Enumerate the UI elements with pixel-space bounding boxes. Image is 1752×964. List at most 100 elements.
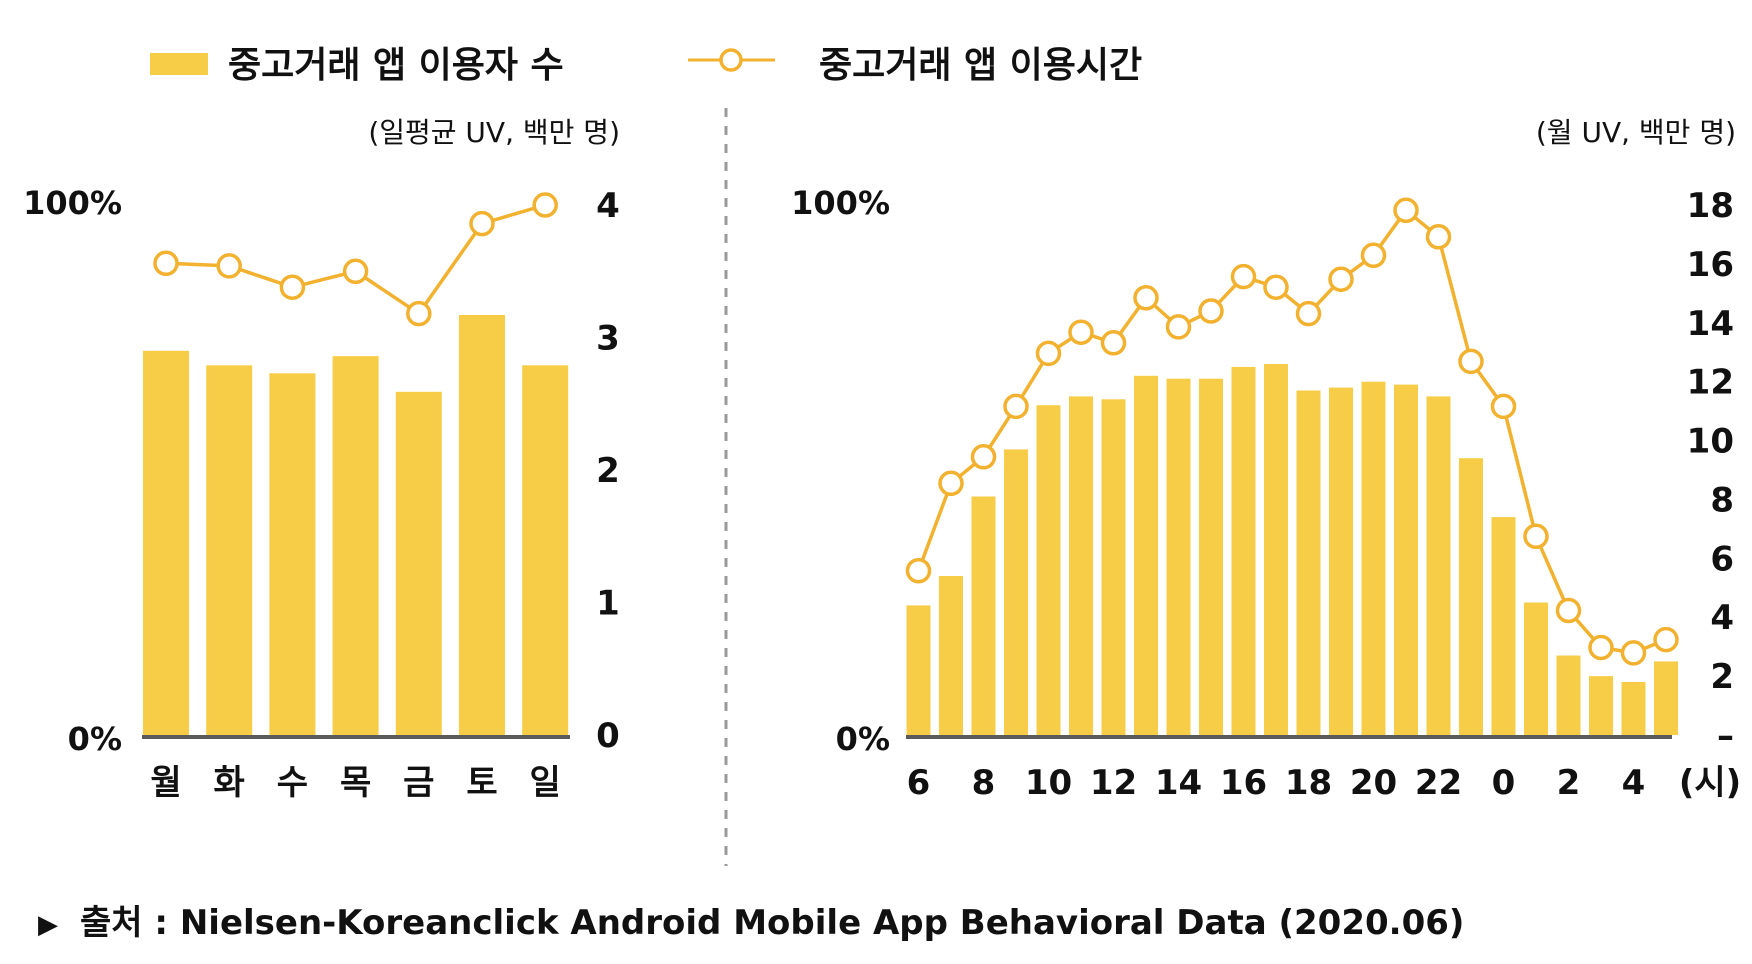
right-point-1 (1523, 523, 1549, 550)
left-max-label: 100% (23, 184, 122, 222)
right-bar-8 (971, 496, 996, 735)
left-bar-금 (395, 391, 442, 735)
right-bar-0 (1491, 517, 1516, 735)
right-point-16 (1230, 263, 1257, 290)
right-bar-16 (1231, 366, 1256, 735)
right-bar-19 (1329, 387, 1353, 735)
right-bar-14 (1166, 378, 1191, 735)
legend-line-label: 중고거래 앱 이용시간 (819, 45, 1142, 86)
right-x-unit-label: (시) (1679, 763, 1741, 803)
right-point-12 (1100, 330, 1127, 356)
left-x-tick-토: 토 (466, 763, 497, 803)
right-x-tick-18: 18 (1285, 763, 1332, 803)
right-x-tick-4: 4 (1622, 763, 1646, 803)
right-point-7 (938, 470, 964, 497)
right-bar-5 (1654, 661, 1678, 735)
left-point-수 (279, 274, 306, 300)
left-y-tick-4: 4 (596, 186, 620, 226)
left-x-tick-수: 수 (277, 763, 308, 803)
right-bar-4 (1621, 682, 1646, 735)
right-x-tick-14: 14 (1155, 763, 1202, 803)
left-x-tick-화: 화 (214, 763, 245, 803)
legend-bar-swatch (150, 53, 208, 75)
right-x-tick-labels: 6 8 10 12 14 16 18 20 22 0 2 4 (907, 763, 1646, 803)
left-x-tick-일: 일 (530, 763, 561, 803)
right-y-tick-6: 6 (1710, 539, 1734, 579)
right-min-label: 0% (836, 720, 890, 758)
right-point-4 (1620, 640, 1647, 666)
right-bar-10 (1036, 405, 1061, 735)
legend-bar-label: 중고거래 앱 이용자 수 (228, 45, 564, 86)
left-point-금 (406, 300, 432, 327)
left-bar-목 (332, 356, 379, 735)
right-point-9 (1003, 393, 1029, 420)
right-y-tick-8: 8 (1710, 480, 1734, 520)
right-point-18 (1295, 300, 1322, 327)
right-point-21 (1393, 197, 1419, 224)
left-points (153, 192, 558, 327)
right-bar-3 (1589, 676, 1613, 735)
right-y-tick-labels: 2 4 6 8 10 12 14 16 18 – (1687, 186, 1734, 756)
left-unit-label: (일평균 UV, 백만 명) (368, 116, 620, 149)
left-y-tick-labels: 0 1 2 3 4 (596, 186, 620, 756)
source-note: ▶ 출처 : Nielsen-Koreanclick Android Mobil… (38, 903, 1464, 943)
left-x-tick-금: 금 (403, 763, 434, 803)
right-point-2 (1555, 597, 1582, 624)
right-bar-1 (1524, 602, 1548, 735)
right-point-0 (1490, 393, 1517, 420)
right-point-5 (1653, 626, 1679, 653)
right-bar-7 (939, 576, 963, 735)
left-y-tick-0: 0 (596, 716, 620, 756)
right-y-tick-16: 16 (1687, 245, 1734, 285)
left-point-목 (342, 258, 369, 285)
right-bar-9 (1004, 449, 1028, 735)
right-bar-6 (906, 605, 931, 735)
left-x-tick-목: 목 (340, 763, 371, 803)
right-point-10 (1035, 340, 1062, 367)
left-bar-월 (143, 350, 189, 736)
left-x-tick-월: 월 (150, 763, 181, 803)
right-bar-12 (1101, 399, 1126, 735)
legend: 중고거래 앱 이용자 수 중고거래 앱 이용시간 (150, 45, 1142, 86)
left-point-화 (216, 253, 242, 279)
right-x-tick-6: 6 (907, 763, 931, 803)
right-y-tick-zero: – (1717, 716, 1734, 756)
right-point-13 (1133, 285, 1159, 311)
right-point-14 (1165, 314, 1192, 340)
left-y-tick-1: 1 (596, 584, 620, 624)
right-point-17 (1263, 274, 1289, 300)
left-point-일 (532, 192, 558, 218)
source-text: 출처 : Nielsen-Koreanclick Android Mobile … (80, 903, 1464, 943)
right-point-19 (1328, 266, 1354, 292)
right-bar-20 (1361, 381, 1386, 735)
left-bar-일 (522, 365, 569, 735)
right-point-6 (905, 557, 932, 584)
right-points (905, 197, 1679, 666)
left-y-tick-2: 2 (596, 451, 620, 491)
right-x-tick-0: 0 (1492, 763, 1516, 803)
right-point-15 (1198, 298, 1224, 324)
right-bars (906, 364, 1678, 735)
right-x-tick-20: 20 (1350, 763, 1397, 803)
right-bar-23 (1459, 458, 1483, 735)
right-point-23 (1458, 348, 1484, 375)
left-min-label: 0% (68, 720, 122, 758)
left-point-월 (153, 250, 179, 277)
right-bar-22 (1426, 396, 1451, 735)
right-y-tick-12: 12 (1687, 363, 1734, 403)
left-y-tick-3: 3 (596, 319, 620, 359)
source-marker: ▶ (38, 910, 58, 940)
left-bars (143, 315, 569, 736)
right-unit-label: (월 UV, 백만 명) (1536, 116, 1736, 149)
right-point-11 (1068, 319, 1094, 345)
right-y-tick-2: 2 (1710, 657, 1734, 697)
right-x-tick-2: 2 (1557, 763, 1581, 803)
right-y-tick-14: 14 (1687, 304, 1734, 344)
left-bar-토 (459, 315, 505, 735)
right-bar-13 (1134, 375, 1158, 735)
right-y-tick-18: 18 (1687, 186, 1734, 226)
right-point-22 (1425, 224, 1452, 250)
